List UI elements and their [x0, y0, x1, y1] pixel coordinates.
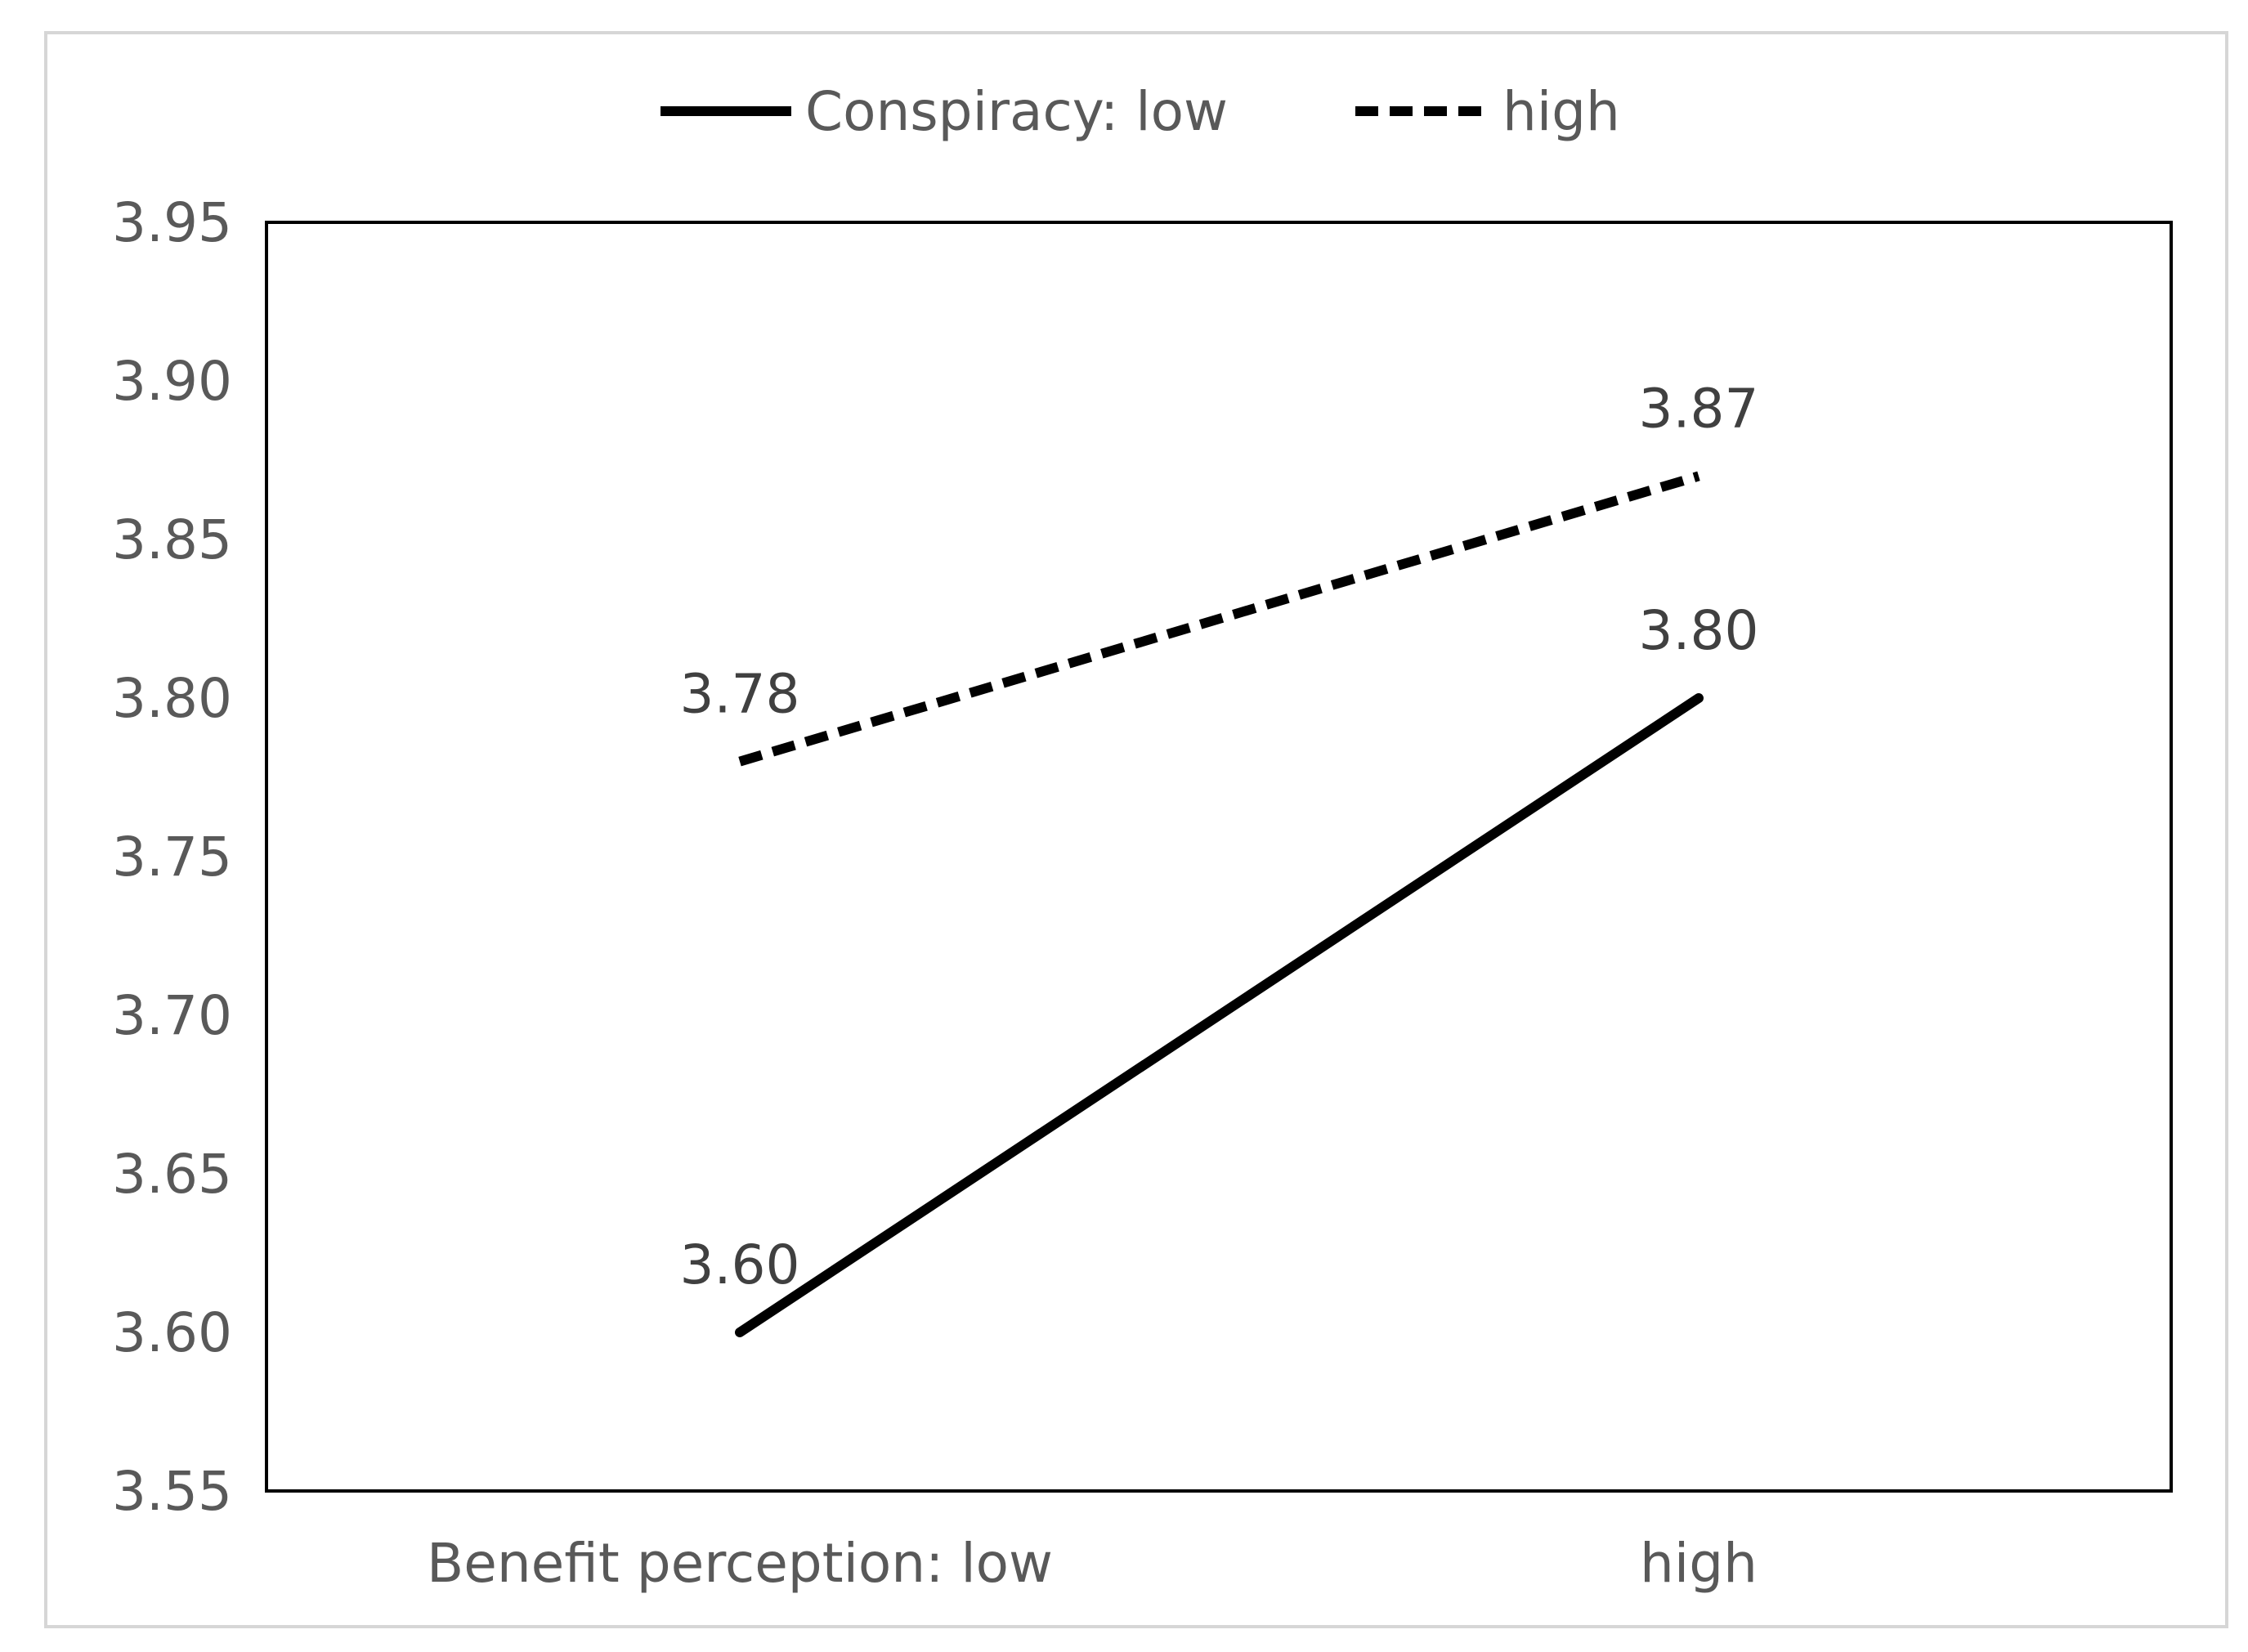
data-label: 3.80: [1639, 599, 1759, 662]
y-tick-label: 3.60: [112, 1301, 232, 1364]
y-tick-label: 3.90: [112, 350, 232, 413]
y-tick-label: 3.95: [112, 191, 232, 254]
x-tick-label: Benefit perception: low: [427, 1532, 1053, 1595]
series-line-conspiracy-low: [735, 693, 1704, 1337]
x-axis-ticks: Benefit perception: low high: [427, 1532, 1758, 1595]
data-label: 3.87: [1639, 377, 1759, 440]
data-label: 3.78: [680, 663, 800, 726]
y-tick-label: 3.85: [112, 508, 232, 571]
data-labels: 3.60 3.80 3.78 3.87: [680, 377, 1759, 1296]
legend: Conspiracy: low high: [661, 80, 1620, 143]
y-tick-label: 3.75: [112, 826, 232, 889]
chart-frame: [44, 31, 2228, 1628]
series-lines: [735, 471, 1704, 1337]
legend-label-high: high: [1502, 80, 1620, 143]
y-tick-label: 3.70: [112, 984, 232, 1047]
y-tick-label: 3.80: [112, 667, 232, 730]
y-tick-label: 3.65: [112, 1143, 232, 1206]
legend-label-conspiracy-low: Conspiracy: low: [805, 80, 1228, 143]
x-tick-label: high: [1640, 1532, 1758, 1595]
y-tick-label: 3.55: [112, 1460, 232, 1523]
y-axis-ticks: 3.55 3.60 3.65 3.70 3.75 3.80 3.85 3.90 3.95: [112, 191, 232, 1523]
series-line-high: [738, 471, 1700, 767]
data-label: 3.60: [680, 1233, 800, 1296]
plot-area: [265, 221, 2173, 1493]
